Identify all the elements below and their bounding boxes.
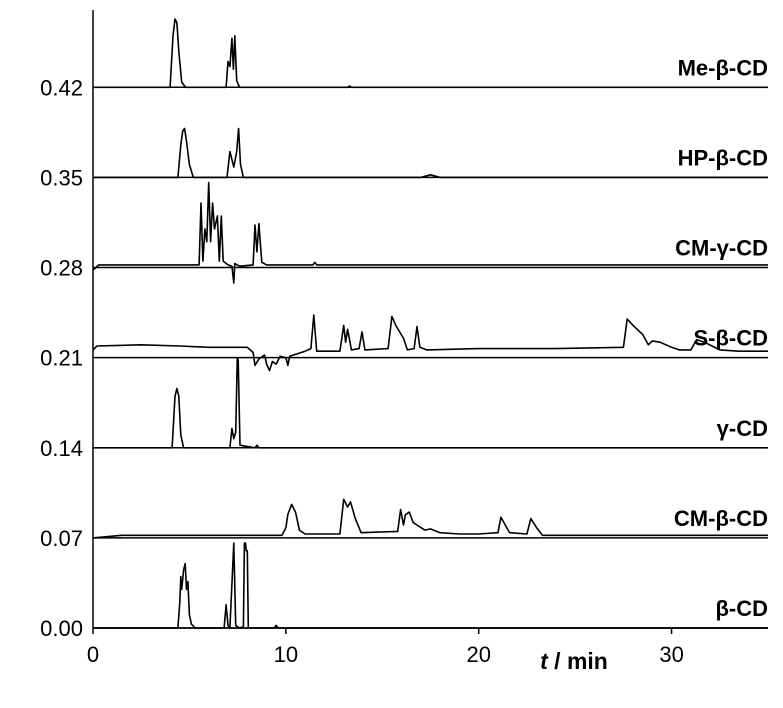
y-tick-label: 0.42 [40, 75, 83, 100]
y-tick-label: 0.00 [40, 616, 83, 641]
y-axis: 0.00 0.07 0.14 0.21 0.28 0.35 0.42 [40, 10, 94, 641]
x-tick-label: 0 [87, 642, 99, 667]
series-baselines [93, 86, 768, 629]
series-label: Me-β-CD [678, 55, 768, 80]
series-trace [93, 18, 768, 89]
x-axis: 0 10 20 30 [87, 627, 768, 667]
series-trace [92, 314, 768, 372]
series-label: CM-β-CD [674, 506, 768, 531]
x-tick-label: 30 [659, 642, 683, 667]
x-tick-label: 10 [274, 642, 298, 667]
series-label: S-β-CD [693, 326, 768, 351]
x-axis-title-unit: / min [548, 648, 608, 674]
y-tick-label: 0.14 [40, 436, 83, 461]
y-tick-label: 0.07 [40, 526, 83, 551]
series-traces [92, 18, 768, 629]
series-labels: Me-β-CD HP-β-CD CM-γ-CD S-β-CD γ-CD CM-β-CD β-… [674, 55, 768, 621]
series-trace [92, 181, 768, 284]
y-tick-label: 0.35 [40, 165, 83, 190]
series-label: β-CD [715, 596, 768, 621]
x-axis-title: t / min [540, 648, 608, 674]
series-trace [93, 356, 768, 449]
y-tick-label: 0.28 [40, 256, 83, 281]
y-tick-label: 0.21 [40, 346, 83, 371]
series-label: HP-β-CD [678, 145, 768, 170]
series-label: γ-CD [717, 416, 768, 441]
x-axis-title-variable: t [540, 648, 549, 674]
series-trace [93, 127, 768, 179]
series-trace [92, 498, 768, 539]
series-trace [93, 542, 768, 629]
series-label: CM-γ-CD [675, 236, 768, 261]
x-tick-label: 20 [466, 642, 490, 667]
